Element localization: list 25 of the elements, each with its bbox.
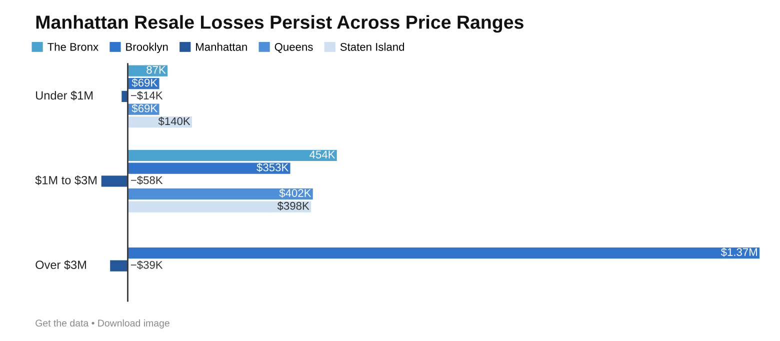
legend-label: Staten Island bbox=[340, 42, 404, 51]
data-label: $69K bbox=[132, 78, 158, 88]
bar bbox=[109, 260, 128, 272]
bar bbox=[100, 174, 128, 188]
bar bbox=[127, 246, 760, 260]
data-label: $140K bbox=[158, 116, 190, 126]
data-label: −$58K bbox=[130, 176, 163, 185]
chart-title: Manhattan Resale Losses Persist Across Price Ranges bbox=[36, 15, 524, 33]
data-label: $353K bbox=[256, 162, 289, 172]
data-label: $402K bbox=[279, 188, 312, 198]
data-label: $69K bbox=[132, 104, 158, 113]
legend-label: Manhattan bbox=[196, 42, 247, 51]
legend-label: Brooklyn bbox=[126, 42, 168, 54]
data-label: $1.37M bbox=[720, 248, 757, 257]
data-label: 87K bbox=[146, 66, 166, 74]
legend-label: The Bronx bbox=[48, 42, 98, 51]
y-tick-label: Over $3M bbox=[36, 260, 86, 270]
text: Get the data • Download image bbox=[36, 319, 170, 328]
data-label: 454K bbox=[310, 150, 336, 158]
data-label: −$39K bbox=[130, 260, 163, 270]
data-label: $398K bbox=[277, 201, 310, 210]
data-label: −$14K bbox=[130, 91, 163, 100]
y-tick-label: $1M to $3M bbox=[35, 175, 96, 186]
legend-label: Queens bbox=[274, 42, 313, 53]
y-tick-label: Under $1M bbox=[36, 90, 93, 100]
